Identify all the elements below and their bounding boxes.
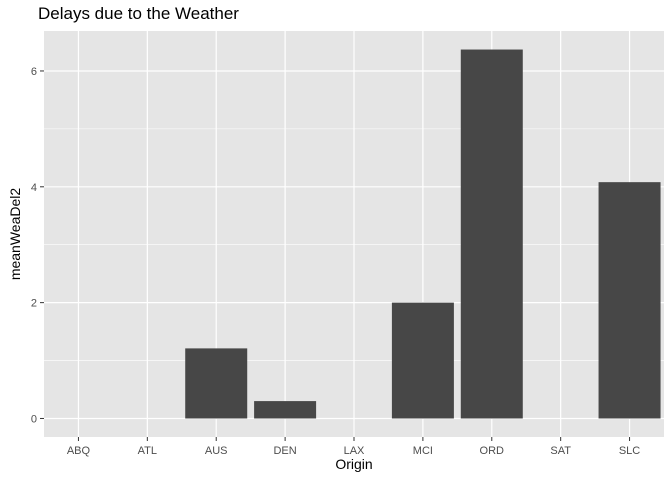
bar-slc [598,182,661,419]
x-tick-label: LAX [344,445,365,457]
y-tick-label: 4 [31,182,37,194]
bar-aus [185,348,248,419]
x-tick-label: ATL [138,445,157,457]
x-tick-label: ABQ [67,445,91,457]
chart-title: Delays due to the Weather [38,4,239,23]
x-tick-label: SAT [550,445,571,457]
y-tick-label: 0 [31,413,37,425]
y-tick-label: 2 [31,298,37,310]
x-axis-title: Origin [335,456,372,472]
bar-ord [460,49,523,419]
x-tick-label: AUS [205,445,228,457]
x-tick-label: MCI [413,445,433,457]
bar-mci [391,302,454,419]
y-axis-title: meanWeaDel2 [7,188,23,281]
x-tick-label: DEN [273,445,296,457]
x-tick-label: SLC [619,445,640,457]
bar-den [254,401,317,419]
x-tick-label: ORD [480,445,505,457]
y-tick-label: 6 [31,66,37,78]
